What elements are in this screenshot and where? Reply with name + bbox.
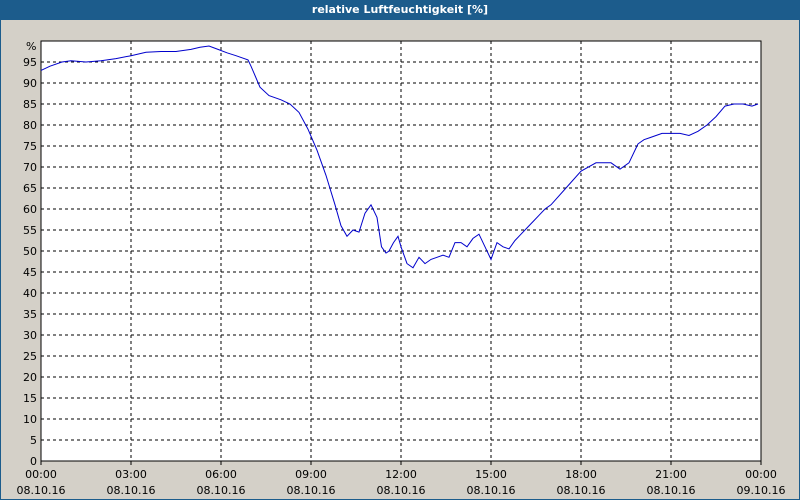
y-tick-label: 20 <box>23 371 37 384</box>
x-tick-date-label: 08.10.16 <box>197 484 246 497</box>
x-axis-ticks: 00:00 08.10.16 03:00 08.10.16 06:00 08.10.16 0… <box>17 461 786 497</box>
x-tick-time-label: 00:00 <box>745 468 777 481</box>
chart-title: relative Luftfeuchtigkeit [%] <box>0 0 800 20</box>
y-tick-label: 90 <box>23 77 37 90</box>
x-tick-date-label: 08.10.16 <box>557 484 606 497</box>
x-tick-date-label: 08.10.16 <box>17 484 66 497</box>
y-tick-label: 45 <box>23 266 37 279</box>
y-tick-label: 55 <box>23 224 37 237</box>
y-tick-label: 35 <box>23 308 37 321</box>
y-tick-label: 5 <box>30 434 37 447</box>
x-tick-date-label: 08.10.16 <box>377 484 426 497</box>
x-tick-time-label: 09:00 <box>295 468 327 481</box>
x-tick-time-label: 00:00 <box>25 468 57 481</box>
x-tick-date-label: 09.10.16 <box>737 484 786 497</box>
y-tick-label: 65 <box>23 182 37 195</box>
y-tick-label: 40 <box>23 287 37 300</box>
y-tick-label: 15 <box>23 392 37 405</box>
x-tick-time-label: 03:00 <box>115 468 147 481</box>
x-tick-time-label: 12:00 <box>385 468 417 481</box>
x-tick-time-label: 15:00 <box>475 468 507 481</box>
y-tick-label: 85 <box>23 98 37 111</box>
x-tick-time-label: 06:00 <box>205 468 237 481</box>
y-axis-ticks: 0 5 10 15 20 25 30 35 40 45 50 55 60 65 70 75 80 85 90 95 <box>23 56 37 468</box>
grid-lines <box>41 41 761 461</box>
y-tick-label: 25 <box>23 350 37 363</box>
y-tick-label: 60 <box>23 203 37 216</box>
x-tick-date-label: 08.10.16 <box>107 484 156 497</box>
x-tick-date-label: 08.10.16 <box>467 484 516 497</box>
y-tick-label: 50 <box>23 245 37 258</box>
y-tick-label: 95 <box>23 56 37 69</box>
x-tick-date-label: 08.10.16 <box>287 484 336 497</box>
x-tick-time-label: 18:00 <box>565 468 597 481</box>
x-tick-date-label: 08.10.16 <box>647 484 696 497</box>
y-axis-unit-label: % <box>26 40 36 53</box>
y-tick-label: 75 <box>23 140 37 153</box>
y-tick-label: 0 <box>30 455 37 468</box>
y-tick-label: 70 <box>23 161 37 174</box>
y-tick-label: 10 <box>23 413 37 426</box>
humidity-series-line <box>40 45 759 269</box>
x-tick-time-label: 21:00 <box>655 468 687 481</box>
y-tick-label: 80 <box>23 119 37 132</box>
y-tick-label: 30 <box>23 329 37 342</box>
